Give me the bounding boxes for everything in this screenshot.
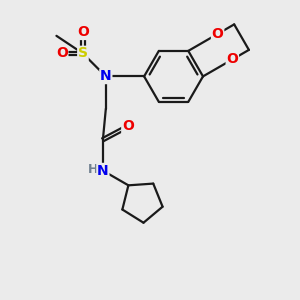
Text: O: O	[56, 46, 68, 61]
Text: H: H	[87, 163, 98, 176]
Text: N: N	[97, 164, 109, 178]
Text: O: O	[122, 119, 134, 134]
Text: O: O	[212, 27, 224, 41]
Text: O: O	[226, 52, 238, 67]
Text: S: S	[78, 46, 88, 61]
Text: N: N	[100, 69, 112, 83]
Text: O: O	[77, 25, 89, 39]
